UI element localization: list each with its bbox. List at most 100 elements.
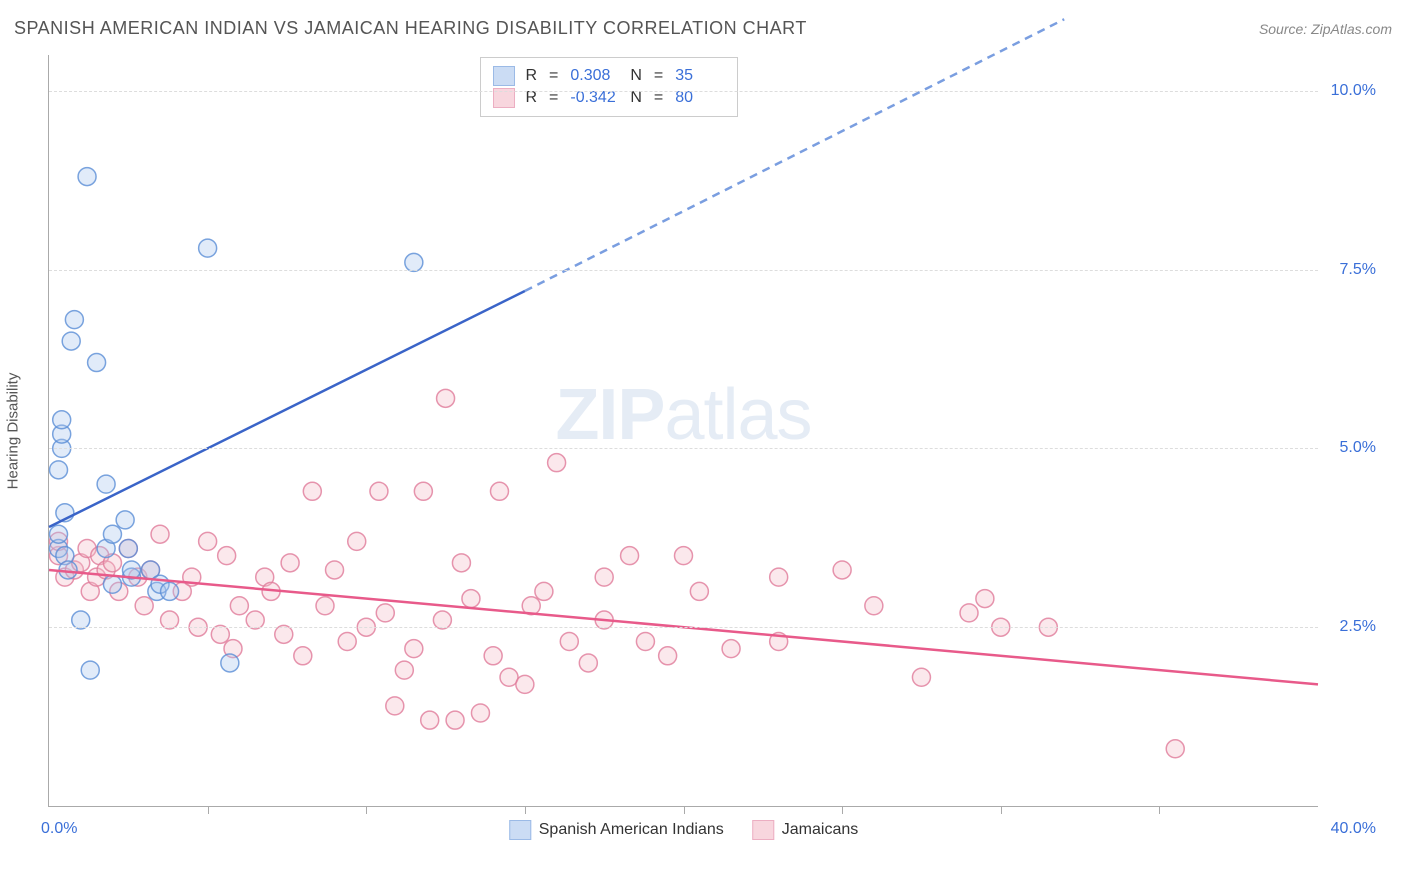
swatch-a: [493, 66, 515, 86]
data-point: [88, 354, 106, 372]
x-tick: [1159, 806, 1160, 814]
data-point: [405, 640, 423, 658]
data-point: [376, 604, 394, 622]
data-point: [770, 568, 788, 586]
data-point: [348, 532, 366, 550]
swatch-a-bottom: [509, 820, 531, 840]
data-point: [452, 554, 470, 572]
data-point: [414, 482, 432, 500]
stat-n-val-a: 35: [675, 67, 725, 85]
data-point: [326, 561, 344, 579]
data-point: [281, 554, 299, 572]
plot-area: Hearing Disability ZIPatlas R = 0.308 N …: [48, 55, 1318, 807]
source-link[interactable]: Source: ZipAtlas.com: [1259, 21, 1392, 37]
data-point: [316, 597, 334, 615]
stat-r-label: R: [525, 67, 537, 85]
x-label-left: 0.0%: [41, 820, 77, 838]
data-point: [119, 540, 137, 558]
stat-r-val-a: 0.308: [570, 67, 620, 85]
data-point: [675, 547, 693, 565]
data-point: [199, 532, 217, 550]
stats-legend: R = 0.308 N = 35 R = -0.342 N = 80: [480, 57, 738, 117]
y-tick-label: 5.0%: [1340, 439, 1376, 457]
stat-eq-icon: =: [549, 67, 558, 85]
data-point: [516, 675, 534, 693]
bottom-legend: Spanish American Indians Jamaicans: [509, 820, 858, 840]
data-point: [722, 640, 740, 658]
x-tick: [842, 806, 843, 814]
data-point: [421, 711, 439, 729]
legend-item-b: Jamaicans: [752, 820, 858, 840]
y-tick-label: 7.5%: [1340, 261, 1376, 279]
gridline: [49, 270, 1318, 271]
data-point: [690, 582, 708, 600]
data-point: [912, 668, 930, 686]
x-tick: [525, 806, 526, 814]
data-point: [135, 597, 153, 615]
data-point: [462, 590, 480, 608]
gridline: [49, 91, 1318, 92]
data-point: [833, 561, 851, 579]
data-point: [230, 597, 248, 615]
data-point: [865, 597, 883, 615]
data-point: [97, 475, 115, 493]
data-point: [579, 654, 597, 672]
stats-row-a: R = 0.308 N = 35: [493, 66, 725, 86]
data-point: [976, 590, 994, 608]
data-point: [659, 647, 677, 665]
data-point: [595, 568, 613, 586]
data-point: [303, 482, 321, 500]
y-tick-label: 10.0%: [1331, 82, 1376, 100]
data-point: [103, 575, 121, 593]
data-point: [471, 704, 489, 722]
data-point: [621, 547, 639, 565]
scatter-svg: [49, 55, 1318, 806]
y-tick-label: 2.5%: [1340, 618, 1376, 636]
data-point: [53, 411, 71, 429]
trend-line: [49, 291, 525, 527]
data-point: [50, 461, 68, 479]
data-point: [151, 525, 169, 543]
data-point: [636, 632, 654, 650]
data-point: [218, 547, 236, 565]
data-point: [221, 654, 239, 672]
data-point: [161, 582, 179, 600]
data-point: [960, 604, 978, 622]
data-point: [103, 525, 121, 543]
data-point: [338, 632, 356, 650]
x-tick: [366, 806, 367, 814]
x-label-right: 40.0%: [1331, 820, 1376, 838]
y-axis-label: Hearing Disability: [5, 372, 22, 489]
stat-eq-icon: =: [654, 67, 663, 85]
data-point: [395, 661, 413, 679]
chart-title: SPANISH AMERICAN INDIAN VS JAMAICAN HEAR…: [14, 18, 807, 39]
data-point: [1166, 740, 1184, 758]
plot-wrap: Hearing Disability ZIPatlas R = 0.308 N …: [48, 55, 1378, 852]
data-point: [199, 239, 217, 257]
gridline: [49, 627, 1318, 628]
x-tick: [684, 806, 685, 814]
data-point: [116, 511, 134, 529]
data-point: [65, 311, 83, 329]
x-tick: [208, 806, 209, 814]
data-point: [535, 582, 553, 600]
stat-n-label: N: [630, 67, 642, 85]
legend-item-a: Spanish American Indians: [509, 820, 724, 840]
data-point: [370, 482, 388, 500]
data-point: [560, 632, 578, 650]
data-point: [484, 647, 502, 665]
data-point: [437, 389, 455, 407]
gridline: [49, 448, 1318, 449]
data-point: [294, 647, 312, 665]
data-point: [386, 697, 404, 715]
data-point: [548, 454, 566, 472]
data-point: [81, 661, 99, 679]
legend-label-a: Spanish American Indians: [539, 821, 724, 839]
x-tick: [1001, 806, 1002, 814]
data-point: [490, 482, 508, 500]
data-point: [62, 332, 80, 350]
legend-label-b: Jamaicans: [782, 821, 858, 839]
data-point: [78, 168, 96, 186]
swatch-b-bottom: [752, 820, 774, 840]
data-point: [50, 525, 68, 543]
